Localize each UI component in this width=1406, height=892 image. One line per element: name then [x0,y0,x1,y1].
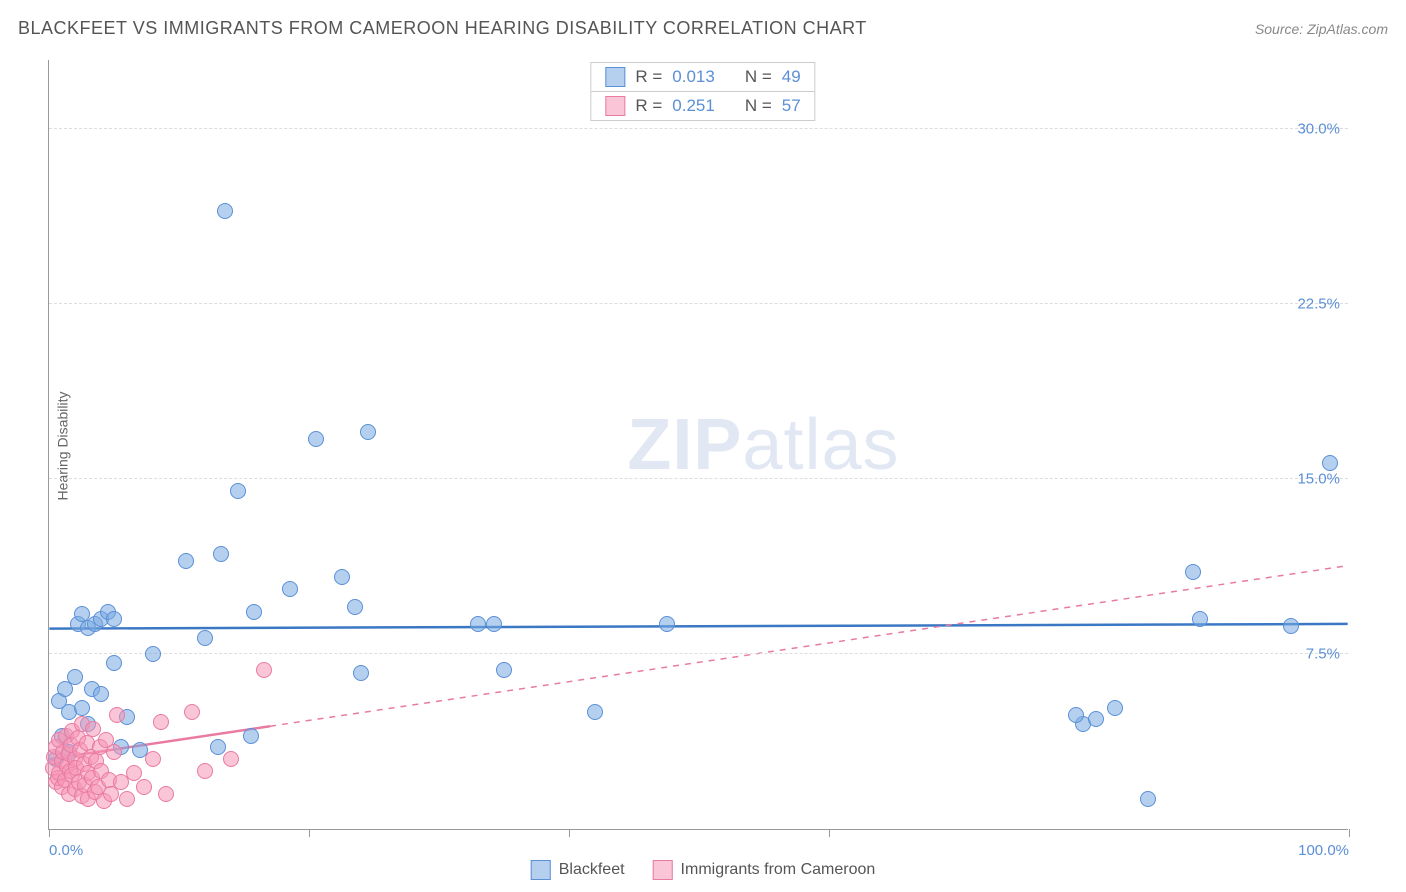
scatter-point-cameroon [119,791,135,807]
scatter-point-blackfeet [496,662,512,678]
scatter-point-cameroon [109,707,125,723]
swatch-cameroon [653,860,673,880]
y-tick-label: 22.5% [1297,296,1340,313]
legend-item-cameroon: Immigrants from Cameroon [653,860,876,880]
n-value-cameroon: 57 [782,96,801,116]
scatter-point-blackfeet [106,655,122,671]
y-tick-label: 7.5% [1306,646,1340,663]
scatter-point-blackfeet [1283,618,1299,634]
scatter-point-cameroon [184,704,200,720]
scatter-point-blackfeet [1088,711,1104,727]
scatter-point-blackfeet [210,739,226,755]
scatter-point-blackfeet [1107,700,1123,716]
gridline [49,478,1348,479]
stats-row-blackfeet: R = 0.013 N = 49 [591,63,814,92]
scatter-point-blackfeet [470,616,486,632]
scatter-point-cameroon [126,765,142,781]
x-tick [569,829,570,837]
title-bar: BLACKFEET VS IMMIGRANTS FROM CAMEROON HE… [18,18,1388,39]
scatter-point-blackfeet [1140,791,1156,807]
scatter-point-cameroon [145,751,161,767]
swatch-blackfeet [605,67,625,87]
swatch-blackfeet [531,860,551,880]
scatter-point-blackfeet [145,646,161,662]
y-tick-label: 30.0% [1297,121,1340,138]
r-value-blackfeet: 0.013 [672,67,715,87]
trend-lines [49,60,1348,829]
n-label: N = [745,96,772,116]
x-tick-label: 0.0% [49,842,83,859]
gridline [49,303,1348,304]
scatter-point-blackfeet [659,616,675,632]
scatter-point-cameroon [85,721,101,737]
scatter-point-blackfeet [587,704,603,720]
scatter-point-blackfeet [93,686,109,702]
scatter-point-cameroon [153,714,169,730]
y-tick-label: 15.0% [1297,471,1340,488]
scatter-point-cameroon [106,744,122,760]
legend-item-blackfeet: Blackfeet [531,860,625,880]
trend-line-cameroon-dash [270,566,1348,727]
n-label: N = [745,67,772,87]
r-label: R = [635,67,662,87]
legend-label-cameroon: Immigrants from Cameroon [681,861,876,879]
scatter-point-blackfeet [106,611,122,627]
x-tick [829,829,830,837]
stats-legend: R = 0.013 N = 49 R = 0.251 N = 57 [590,62,815,121]
scatter-point-blackfeet [178,553,194,569]
r-label: R = [635,96,662,116]
scatter-point-blackfeet [1185,564,1201,580]
scatter-point-blackfeet [1322,455,1338,471]
scatter-point-cameroon [223,751,239,767]
watermark-text: ZIPatlas [627,404,899,486]
scatter-point-blackfeet [67,669,83,685]
scatter-point-blackfeet [347,599,363,615]
x-tick [309,829,310,837]
scatter-point-blackfeet [353,665,369,681]
scatter-point-blackfeet [360,424,376,440]
scatter-point-blackfeet [213,546,229,562]
gridline [49,128,1348,129]
scatter-point-blackfeet [282,581,298,597]
scatter-point-blackfeet [230,483,246,499]
trend-line-blackfeet [49,624,1347,629]
gridline [49,653,1348,654]
x-tick [49,829,50,837]
swatch-cameroon [605,96,625,116]
scatter-point-blackfeet [1068,707,1084,723]
n-value-blackfeet: 49 [782,67,801,87]
stats-row-cameroon: R = 0.251 N = 57 [591,92,814,120]
scatter-point-blackfeet [1192,611,1208,627]
chart-title: BLACKFEET VS IMMIGRANTS FROM CAMEROON HE… [18,18,867,39]
scatter-point-blackfeet [246,604,262,620]
x-tick-label: 100.0% [1298,842,1349,859]
x-tick [1349,829,1350,837]
series-legend: Blackfeet Immigrants from Cameroon [531,860,876,880]
scatter-point-blackfeet [308,431,324,447]
scatter-point-blackfeet [197,630,213,646]
watermark-bold: ZIP [627,405,742,485]
scatter-point-blackfeet [74,700,90,716]
scatter-point-blackfeet [243,728,259,744]
scatter-point-blackfeet [486,616,502,632]
r-value-cameroon: 0.251 [672,96,715,116]
watermark-light: atlas [742,405,899,485]
scatter-point-blackfeet [334,569,350,585]
source-label: Source: ZipAtlas.com [1255,21,1388,37]
scatter-point-cameroon [256,662,272,678]
scatter-point-cameroon [197,763,213,779]
legend-label-blackfeet: Blackfeet [559,861,625,879]
scatter-point-cameroon [158,786,174,802]
scatter-point-cameroon [136,779,152,795]
scatter-point-blackfeet [217,203,233,219]
scatter-plot: ZIPatlas 7.5%15.0%22.5%30.0%0.0%100.0% [48,60,1348,830]
